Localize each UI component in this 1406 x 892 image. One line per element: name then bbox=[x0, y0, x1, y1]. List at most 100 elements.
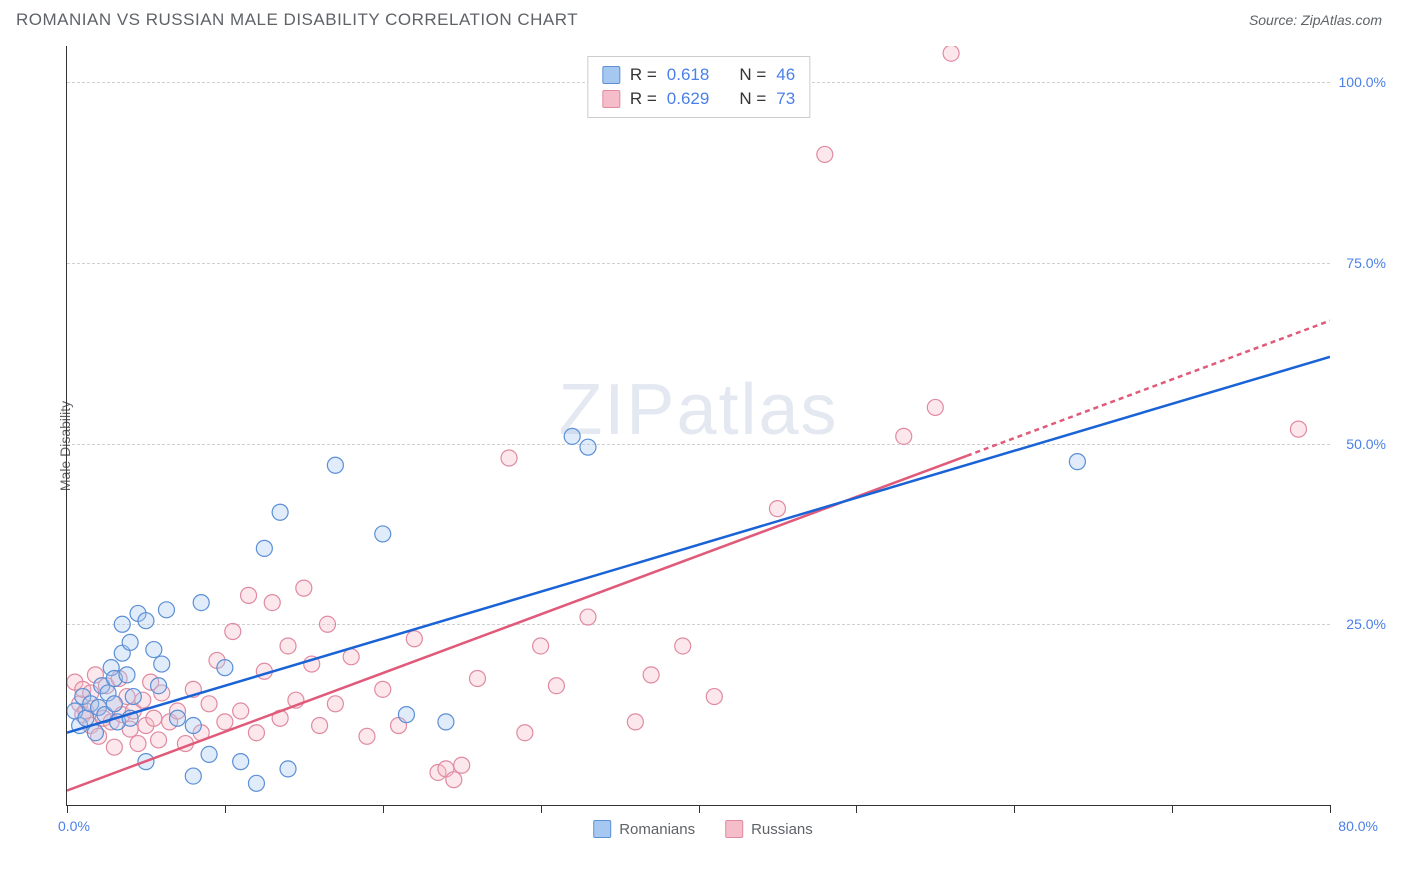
data-point bbox=[151, 678, 167, 694]
data-point bbox=[501, 450, 517, 466]
data-point bbox=[896, 428, 912, 444]
y-tick-label: 75.0% bbox=[1346, 255, 1386, 271]
data-point bbox=[201, 696, 217, 712]
data-point bbox=[280, 761, 296, 777]
data-point bbox=[627, 714, 643, 730]
russians-legend-swatch-icon bbox=[725, 820, 743, 838]
data-point bbox=[114, 616, 130, 632]
n-value-russians: 73 bbox=[776, 89, 795, 109]
data-point bbox=[158, 602, 174, 618]
data-point bbox=[119, 667, 135, 683]
data-point bbox=[154, 656, 170, 672]
data-point bbox=[225, 624, 241, 640]
data-point bbox=[533, 638, 549, 654]
data-point bbox=[296, 580, 312, 596]
data-point bbox=[193, 595, 209, 611]
x-axis-start-label: 0.0% bbox=[58, 818, 90, 834]
data-point bbox=[564, 428, 580, 444]
x-tick bbox=[67, 805, 68, 813]
data-point bbox=[769, 501, 785, 517]
data-point bbox=[375, 681, 391, 697]
legend-label-romanians: Romanians bbox=[619, 821, 695, 838]
data-point bbox=[359, 728, 375, 744]
data-point bbox=[78, 710, 94, 726]
trend-line-romanians bbox=[67, 357, 1330, 733]
data-point bbox=[125, 689, 141, 705]
data-point bbox=[927, 399, 943, 415]
data-point bbox=[548, 678, 564, 694]
trend-line-russians-dashed bbox=[967, 321, 1330, 456]
data-point bbox=[943, 46, 959, 61]
data-point bbox=[138, 613, 154, 629]
r-value-russians: 0.629 bbox=[667, 89, 710, 109]
data-point bbox=[122, 634, 138, 650]
data-point bbox=[280, 638, 296, 654]
data-point bbox=[375, 526, 391, 542]
data-point bbox=[469, 671, 485, 687]
data-point bbox=[151, 732, 167, 748]
stats-row-romanians: R = 0.618 N = 46 bbox=[602, 63, 795, 87]
data-point bbox=[106, 696, 122, 712]
data-point bbox=[241, 587, 257, 603]
data-point bbox=[1069, 454, 1085, 470]
x-tick bbox=[1172, 805, 1173, 813]
r-label: R = bbox=[630, 65, 657, 85]
data-point bbox=[438, 714, 454, 730]
chart-container: Male Disability R = 0.618 N = 46 R = 0.6… bbox=[16, 36, 1390, 856]
y-tick-label: 50.0% bbox=[1346, 436, 1386, 452]
data-point bbox=[454, 757, 470, 773]
x-tick bbox=[383, 805, 384, 813]
n-value-romanians: 46 bbox=[776, 65, 795, 85]
data-point bbox=[233, 754, 249, 770]
chart-title: ROMANIAN VS RUSSIAN MALE DISABILITY CORR… bbox=[16, 10, 578, 30]
correlation-stats-box: R = 0.618 N = 46 R = 0.629 N = 73 bbox=[587, 56, 810, 118]
x-tick bbox=[225, 805, 226, 813]
y-tick-label: 25.0% bbox=[1346, 616, 1386, 632]
data-point bbox=[146, 642, 162, 658]
source-prefix: Source: bbox=[1249, 12, 1301, 28]
data-point bbox=[343, 649, 359, 665]
data-point bbox=[406, 631, 422, 647]
legend-item-russians: Russians bbox=[725, 820, 813, 838]
data-point bbox=[248, 725, 264, 741]
data-point bbox=[327, 696, 343, 712]
data-point bbox=[319, 616, 335, 632]
data-point bbox=[217, 714, 233, 730]
data-point bbox=[170, 710, 186, 726]
data-point bbox=[130, 736, 146, 752]
n-label: N = bbox=[739, 89, 766, 109]
romanians-legend-swatch-icon bbox=[593, 820, 611, 838]
romanians-swatch-icon bbox=[602, 66, 620, 84]
data-point bbox=[327, 457, 343, 473]
x-axis-end-label: 80.0% bbox=[1338, 818, 1378, 834]
data-point bbox=[146, 710, 162, 726]
data-point bbox=[1290, 421, 1306, 437]
data-point bbox=[106, 739, 122, 755]
data-point bbox=[580, 609, 596, 625]
x-tick bbox=[856, 805, 857, 813]
data-point bbox=[817, 146, 833, 162]
scatter-plot-svg bbox=[67, 46, 1330, 805]
data-point bbox=[185, 717, 201, 733]
russians-swatch-icon bbox=[602, 90, 620, 108]
x-tick bbox=[541, 805, 542, 813]
y-tick-label: 100.0% bbox=[1339, 74, 1386, 90]
plot-area: R = 0.618 N = 46 R = 0.629 N = 73 ZIPatl… bbox=[66, 46, 1330, 806]
data-point bbox=[185, 768, 201, 784]
x-tick bbox=[1330, 805, 1331, 813]
data-point bbox=[217, 660, 233, 676]
data-point bbox=[312, 717, 328, 733]
data-point bbox=[264, 595, 280, 611]
x-tick bbox=[1014, 805, 1015, 813]
data-point bbox=[580, 439, 596, 455]
n-label: N = bbox=[739, 65, 766, 85]
legend: Romanians Russians bbox=[593, 820, 813, 838]
data-point bbox=[233, 703, 249, 719]
r-label: R = bbox=[630, 89, 657, 109]
source-name: ZipAtlas.com bbox=[1301, 12, 1382, 28]
r-value-romanians: 0.618 bbox=[667, 65, 710, 85]
legend-label-russians: Russians bbox=[751, 821, 813, 838]
data-point bbox=[248, 775, 264, 791]
legend-item-romanians: Romanians bbox=[593, 820, 695, 838]
data-point bbox=[706, 689, 722, 705]
